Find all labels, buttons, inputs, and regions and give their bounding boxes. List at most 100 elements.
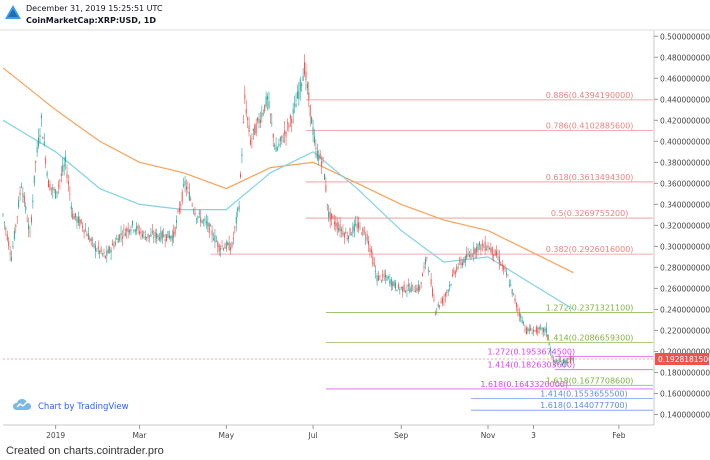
candle-down: [383, 270, 385, 281]
candle-body: [416, 287, 418, 292]
candle-down: [75, 212, 77, 221]
candle-body: [551, 355, 553, 359]
candle-down: [336, 216, 338, 236]
candle-body: [183, 184, 185, 187]
candle-down: [242, 114, 244, 124]
candle-down: [570, 354, 572, 364]
candle-down: [66, 164, 68, 183]
candle-up: [467, 247, 469, 258]
candle-body: [403, 284, 405, 292]
candle-body: [227, 242, 229, 245]
candle-body: [174, 227, 176, 235]
candle-body: [328, 211, 330, 218]
candle-body: [459, 260, 461, 262]
candle-body: [491, 246, 493, 255]
candle-body: [211, 230, 213, 236]
candle-body: [234, 226, 236, 228]
candle-body: [390, 279, 392, 286]
candle-body: [515, 302, 517, 307]
candle-body: [289, 115, 291, 119]
candle-body: [540, 327, 542, 329]
candle-down: [123, 224, 125, 238]
x-tick-label: 3: [531, 431, 536, 440]
candle-body: [295, 103, 297, 108]
candle-body: [316, 150, 318, 159]
candle-down: [501, 259, 503, 272]
candle-up: [148, 235, 150, 243]
candle-body: [121, 236, 123, 239]
tradingview-branding[interactable]: Chart by TradingView: [13, 399, 129, 412]
candle-body: [568, 357, 570, 359]
candle-body: [200, 217, 202, 223]
candle-down: [362, 226, 364, 237]
candle-body: [345, 232, 347, 234]
candle-down: [9, 245, 11, 262]
candle-body: [470, 253, 472, 258]
candle-body: [457, 267, 459, 268]
candle-down: [16, 215, 18, 225]
candle-body: [73, 216, 75, 220]
candle-body: [400, 287, 402, 288]
candle-body: [15, 224, 17, 228]
candle-up: [28, 217, 30, 238]
candle-body: [86, 234, 88, 236]
candle-body: [184, 181, 186, 186]
candle-body: [53, 189, 55, 191]
candle-body: [282, 139, 284, 142]
last-price-badge: [655, 352, 709, 365]
candle-down: [289, 113, 291, 127]
candle-down: [370, 246, 372, 259]
candle-body: [527, 328, 529, 331]
candle-body: [424, 259, 426, 265]
footer-credit: Created on charts.cointrader.pro: [6, 445, 164, 457]
candle-body: [129, 230, 131, 233]
candle-down: [531, 328, 533, 335]
candle-body: [382, 273, 384, 277]
candle-up: [389, 273, 391, 288]
candle-body: [309, 105, 311, 117]
candle-up: [168, 230, 170, 240]
candle-up: [521, 316, 523, 324]
candle-body: [55, 189, 57, 199]
candle-up: [130, 224, 132, 236]
candle-body: [427, 269, 429, 271]
candle-body: [291, 118, 293, 124]
candle-body: [312, 127, 314, 136]
candle-up: [133, 228, 135, 234]
candle-down: [407, 278, 409, 291]
candle-body: [136, 225, 138, 231]
candle-body: [161, 231, 163, 239]
candle-body: [333, 221, 335, 225]
candle-down: [288, 121, 290, 132]
candle-body: [375, 270, 377, 273]
candle-body: [232, 237, 234, 239]
candle-body: [33, 175, 35, 184]
candle-body: [144, 236, 146, 240]
candle-body: [325, 185, 327, 192]
candle-down: [322, 156, 324, 164]
candle-up: [116, 234, 118, 240]
candle-body: [106, 250, 108, 256]
candle-up: [338, 221, 340, 233]
candle-up: [39, 127, 41, 145]
candle-down: [284, 120, 286, 143]
candle-body: [49, 184, 51, 191]
candle-body: [220, 248, 222, 250]
candle-down: [444, 291, 446, 303]
candle-down: [412, 284, 414, 291]
candle-down: [154, 229, 156, 243]
candle-body: [463, 260, 465, 263]
candle-down: [443, 294, 445, 306]
candle-down: [525, 325, 527, 335]
candle-up: [18, 196, 20, 210]
candle-up: [508, 279, 510, 288]
candle-body: [414, 290, 416, 293]
candle-body: [240, 173, 242, 178]
candle-up: [102, 252, 104, 257]
candle-body: [251, 137, 253, 139]
candle-up: [77, 211, 79, 227]
candle-down: [104, 255, 106, 259]
candle-body: [5, 227, 7, 230]
candle-body: [67, 181, 69, 185]
